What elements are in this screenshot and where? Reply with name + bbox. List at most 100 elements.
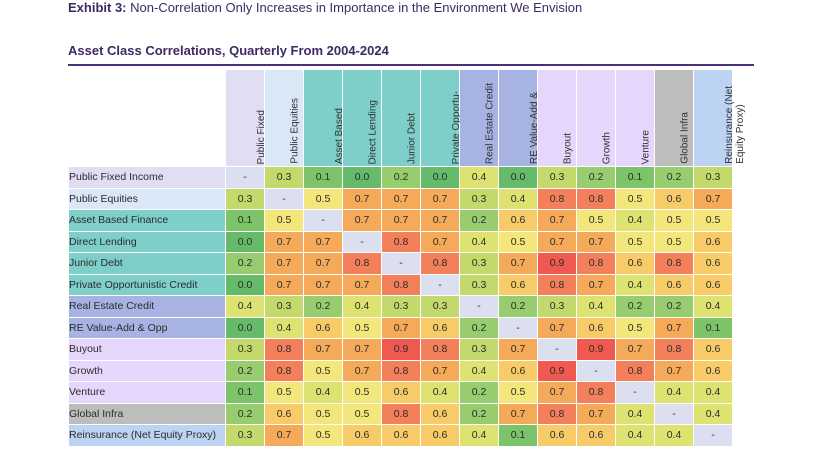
heatmap-cell: 0.2 — [225, 359, 265, 382]
matrix-row: Global Infra 0.2 0.6 0.5 0.5 0.8 0.6 0.2 0.7 0.8 0… — [68, 402, 733, 425]
heatmap-cell: 0.7 — [420, 209, 460, 232]
title-divider — [68, 64, 754, 66]
heatmap-cell: - — [225, 166, 265, 189]
heatmap-cell: 0.6 — [537, 424, 577, 447]
column-header-label: Reinsurance (Net Equity Proxy) — [724, 86, 746, 164]
heatmap-cell: 0.7 — [654, 316, 694, 339]
heatmap-cell: 0.7 — [420, 359, 460, 382]
heatmap-cell: 0.8 — [381, 230, 421, 253]
column-header: Public Equities — [264, 69, 304, 167]
heatmap-cell: 0.5 — [264, 209, 304, 232]
heatmap-cell: 0.7 — [498, 338, 538, 361]
heatmap-cell: 0.7 — [498, 402, 538, 425]
heatmap-cell: 0.6 — [693, 230, 733, 253]
heatmap-cell: 0.2 — [498, 295, 538, 318]
heatmap-cell: 0.8 — [381, 402, 421, 425]
heatmap-cell: 0.8 — [264, 359, 304, 382]
heatmap-cell: 0.6 — [576, 424, 616, 447]
heatmap-cell: 0.3 — [381, 295, 421, 318]
heatmap-cell: 0.3 — [459, 252, 499, 275]
heatmap-cell: 0.2 — [654, 166, 694, 189]
row-header-label: Direct Lending — [68, 230, 226, 253]
heatmap-cell: 0.8 — [537, 273, 577, 296]
matrix-row: Buyout 0.3 0.8 0.7 0.7 0.9 0.8 0.3 0.7-0.9 0.7 0.8… — [68, 338, 733, 361]
heatmap-cell: 0.4 — [498, 187, 538, 210]
heatmap-cell: 0.7 — [576, 230, 616, 253]
heatmap-cell: 0.4 — [693, 295, 733, 318]
heatmap-cell: 0.4 — [264, 316, 304, 339]
heatmap-cell: 0.7 — [498, 252, 538, 275]
heatmap-cell: 0.8 — [654, 338, 694, 361]
heatmap-cell: 0.5 — [342, 381, 382, 404]
heatmap-cell: 0.1 — [615, 166, 655, 189]
row-header-label: Buyout — [68, 338, 226, 361]
heatmap-cell: 0.7 — [420, 230, 460, 253]
heatmap-cell: 0.3 — [693, 166, 733, 189]
matrix-row: Direct Lending 0.0 0.7 0.7-0.8 0.7 0.4 0.5 0.7 0… — [68, 230, 733, 253]
heatmap-cell: 0.8 — [420, 338, 460, 361]
heatmap-cell: 0.2 — [459, 209, 499, 232]
heatmap-cell: 0.7 — [576, 402, 616, 425]
heatmap-cell: 0.7 — [381, 316, 421, 339]
heatmap-cell: 0.6 — [303, 316, 343, 339]
heatmap-cell: 0.3 — [420, 295, 460, 318]
heatmap-cell: 0.3 — [225, 424, 265, 447]
heatmap-cell: 0.7 — [537, 230, 577, 253]
heatmap-cell: 0.6 — [381, 424, 421, 447]
heatmap-cell: 0.8 — [654, 252, 694, 275]
heatmap-cell: 0.0 — [420, 166, 460, 189]
heatmap-cell: 0.6 — [381, 381, 421, 404]
heatmap-cell: 0.2 — [459, 381, 499, 404]
matrix-row: Growth 0.2 0.8 0.5 0.7 0.8 0.7 0.4 0.6 0.9-0.8 0.7… — [68, 359, 733, 382]
row-header-label: Asset Based Finance — [68, 209, 226, 232]
row-header-label: Junior Debt — [68, 252, 226, 275]
heatmap-cell: 0.4 — [225, 295, 265, 318]
heatmap-cell: 0.6 — [498, 209, 538, 232]
heatmap-cell: 0.0 — [225, 273, 265, 296]
column-header-label: Real Estate Credit — [484, 82, 496, 164]
heatmap-cell: 0.5 — [498, 230, 538, 253]
heatmap-cell: 0.5 — [615, 316, 655, 339]
heatmap-cell: 0.9 — [576, 338, 616, 361]
heatmap-cell: 0.0 — [225, 316, 265, 339]
heatmap-cell: 0.7 — [615, 338, 655, 361]
column-header: Buyout — [537, 69, 577, 167]
correlation-matrix: Public Fixed IncomePublic EquitiesAsset … — [68, 69, 746, 447]
heatmap-cell: 0.4 — [654, 381, 694, 404]
heatmap-cell: - — [459, 295, 499, 318]
heatmap-cell: 0.5 — [693, 209, 733, 232]
heatmap-cell: 0.7 — [342, 187, 382, 210]
column-header: Direct Lending — [342, 69, 382, 167]
column-header: Growth — [576, 69, 616, 167]
matrix-row: RE Value-Add & Opp 0.0 0.4 0.6 0.5 0.7 0.6 0.2-… — [68, 316, 733, 339]
heatmap-cell: 0.5 — [303, 359, 343, 382]
heatmap-cell: 0.6 — [693, 252, 733, 275]
heatmap-cell: 0.7 — [537, 209, 577, 232]
heatmap-cell: - — [303, 209, 343, 232]
heatmap-cell: 0.8 — [381, 273, 421, 296]
heatmap-cell: 0.7 — [576, 273, 616, 296]
heatmap-cell: 0.3 — [225, 187, 265, 210]
heatmap-cell: 0.2 — [381, 166, 421, 189]
heatmap-cell: 0.5 — [576, 209, 616, 232]
matrix-row: Junior Debt 0.2 0.7 0.7 0.8-0.8 0.3 0.7 0.9 0.8 0… — [68, 252, 733, 275]
heatmap-cell: 0.7 — [381, 209, 421, 232]
heatmap-cell: 0.8 — [537, 402, 577, 425]
heatmap-cell: 0.8 — [576, 187, 616, 210]
heatmap-cell: 0.4 — [615, 402, 655, 425]
row-header-label: Private Opportunistic Credit — [68, 273, 226, 296]
heatmap-cell: 0.7 — [654, 359, 694, 382]
heatmap-cell: 0.4 — [576, 295, 616, 318]
heatmap-cell: 0.2 — [654, 295, 694, 318]
heatmap-cell: 0.7 — [693, 187, 733, 210]
heatmap-cell: - — [693, 424, 733, 447]
heatmap-cell: 0.2 — [303, 295, 343, 318]
row-header-label: Growth — [68, 359, 226, 382]
heatmap-cell: 0.4 — [615, 273, 655, 296]
heatmap-cell: 0.3 — [264, 166, 304, 189]
heatmap-cell: 0.3 — [459, 338, 499, 361]
matrix-row: Asset Based Finance 0.1 0.5-0.7 0.7 0.7 0.2 0.… — [68, 209, 733, 232]
heatmap-cell: 0.6 — [264, 402, 304, 425]
heatmap-cell: 0.7 — [264, 252, 304, 275]
heatmap-cell: 0.5 — [342, 402, 382, 425]
